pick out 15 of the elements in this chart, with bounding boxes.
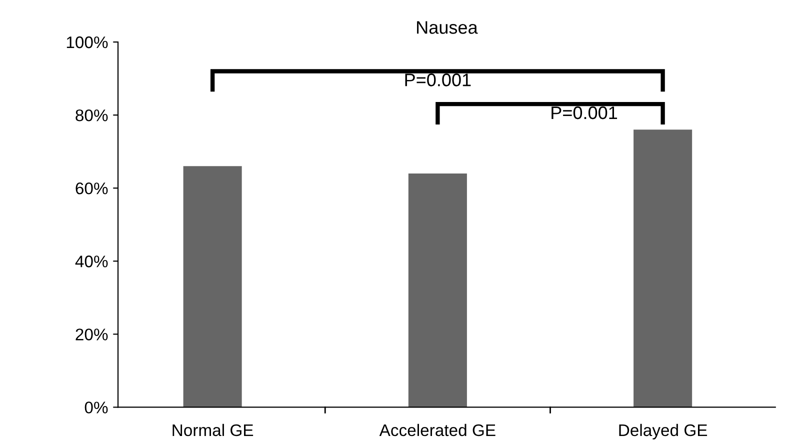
y-tick-label: 40%	[75, 256, 108, 268]
annotation: P=0.001	[405, 74, 471, 86]
bar	[183, 166, 242, 408]
y-tick-label: 80%	[76, 109, 108, 122]
y-tick-label: 100%	[66, 36, 108, 48]
bar	[634, 130, 692, 408]
y-tick-label: 0%	[84, 402, 108, 414]
chart-title: Nausea	[417, 21, 478, 34]
annotation: P=0.001	[552, 106, 618, 120]
y-tick-label: 20%	[76, 328, 108, 340]
x-tick-label: Accelerated GE	[379, 424, 496, 436]
x-tick-label: Delayed GE	[619, 424, 708, 440]
y-tick-label: 60%	[76, 182, 108, 194]
bar	[408, 173, 467, 408]
x-tick-label: Normal GE	[172, 424, 254, 436]
